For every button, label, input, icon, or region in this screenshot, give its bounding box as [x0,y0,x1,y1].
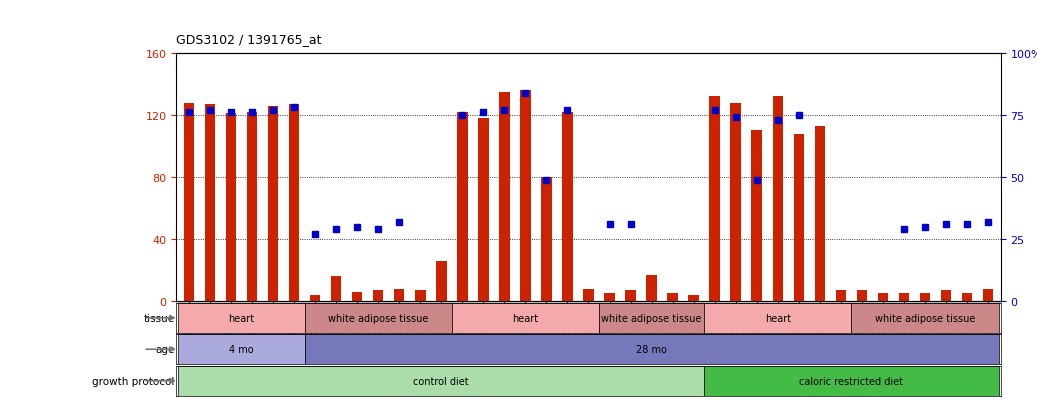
Text: white adipose tissue: white adipose tissue [328,313,428,323]
Bar [851,303,999,333]
Bar [457,112,468,301]
Bar [226,114,236,301]
Bar [436,261,447,301]
Bar [599,303,704,333]
Text: GDS3102 / 1391765_at: GDS3102 / 1391765_at [176,33,321,46]
Bar [305,303,452,333]
Text: control diet: control diet [414,376,469,386]
Bar [583,289,594,301]
Text: heart: heart [764,313,791,323]
Bar [668,294,678,301]
Bar [452,303,599,333]
Bar [899,294,909,301]
Bar [178,335,305,364]
Bar [394,289,404,301]
Bar [541,178,552,301]
Bar [704,366,999,396]
Bar [331,277,341,301]
Text: caloric restricted diet: caloric restricted diet [800,376,903,386]
Text: heart: heart [512,313,538,323]
Bar [625,291,636,301]
Bar [178,366,704,396]
Bar [857,291,867,301]
Bar [562,112,572,301]
Bar [352,292,362,301]
Bar [773,97,783,301]
Text: 28 mo: 28 mo [636,344,667,354]
Text: white adipose tissue: white adipose tissue [875,313,975,323]
Bar [752,131,762,301]
Bar [178,303,305,333]
Bar [247,112,257,301]
Text: growth protocol: growth protocol [92,376,174,386]
Text: 4 mo: 4 mo [229,344,254,354]
Bar [877,294,888,301]
Bar [836,291,846,301]
Bar [983,289,993,301]
Bar [310,295,320,301]
Bar [941,291,951,301]
Bar [499,93,509,301]
Bar [709,97,720,301]
Bar [521,91,531,301]
Bar [305,335,999,364]
Bar [815,126,825,301]
Bar [646,275,656,301]
Bar [204,105,216,301]
Bar [704,303,851,333]
Bar [730,103,741,301]
Text: tissue: tissue [143,313,174,323]
Bar [268,106,278,301]
Bar [689,295,699,301]
Bar [605,294,615,301]
Bar [793,134,804,301]
Bar [184,103,194,301]
Text: white adipose tissue: white adipose tissue [601,313,702,323]
Text: age: age [156,344,174,354]
Text: heart: heart [228,313,254,323]
Bar [920,294,930,301]
Bar [478,119,488,301]
Bar [373,291,384,301]
Bar [961,294,973,301]
Bar [415,291,425,301]
Bar [289,105,300,301]
